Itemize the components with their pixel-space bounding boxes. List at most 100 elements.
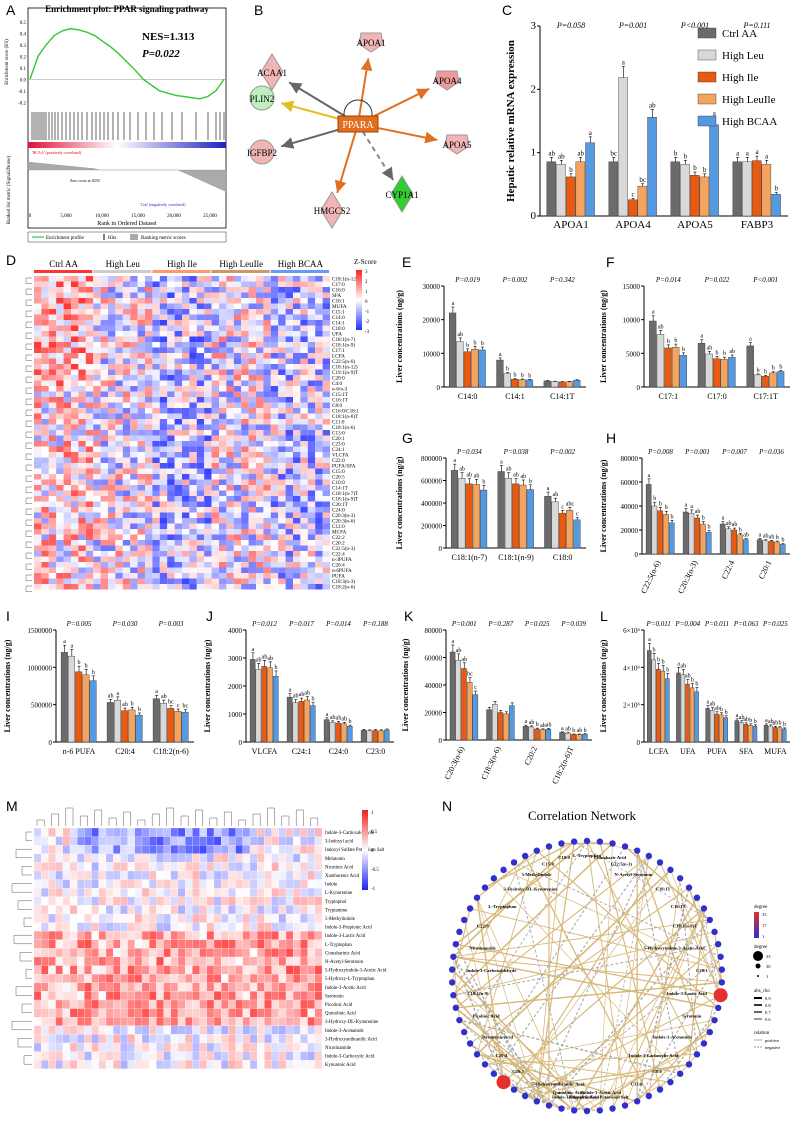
heatmap-cell <box>235 853 243 863</box>
heatmap-cell <box>300 922 308 932</box>
heatmap-cell <box>211 292 219 298</box>
significance-letter: a <box>765 718 768 724</box>
p-value: P=0.036 <box>758 448 784 456</box>
heatmap-cell <box>120 931 128 940</box>
heatmap-cell <box>248 523 256 529</box>
row-label: 5-Hydroxy-L-Tryptophan <box>325 977 375 982</box>
network-edge <box>536 956 721 1102</box>
heatmap-cell <box>48 913 56 923</box>
heatmap-cell <box>270 303 279 309</box>
heatmap-cell <box>48 862 56 872</box>
heatmap-cell <box>278 314 286 320</box>
heatmap-cell <box>278 965 287 975</box>
heatmap-cell <box>263 358 271 364</box>
row-label: C14:1T <box>332 486 349 492</box>
row-label: C20:1T <box>332 502 349 508</box>
heatmap-cell <box>127 999 135 1009</box>
bar <box>779 544 786 555</box>
heatmap-cell <box>285 281 293 287</box>
heatmap-cell <box>307 540 316 546</box>
heatmap-cell <box>167 408 175 414</box>
row-label: Indole <box>325 883 337 888</box>
node-label: Indole-3-Carboxylic Acid <box>629 1053 679 1058</box>
heatmap-cell <box>71 402 79 408</box>
heatmap-cell <box>48 974 56 983</box>
heatmap-cell <box>41 358 49 364</box>
heatmap-cell <box>33 870 42 880</box>
heatmap-cell <box>33 827 42 837</box>
heatmap-cell <box>264 827 272 837</box>
network-node <box>656 859 664 866</box>
heatmap-cell <box>233 463 242 469</box>
heatmap-cell <box>199 1060 207 1069</box>
heatmap-cell <box>314 836 323 846</box>
dendrogram-branch <box>23 917 32 927</box>
heatmap-cell <box>270 391 279 397</box>
heatmap-cell <box>122 292 131 298</box>
heatmap-cell <box>141 845 150 854</box>
heatmap-cell <box>300 424 308 430</box>
heatmap-cell <box>270 402 279 408</box>
heatmap-cell <box>235 896 243 906</box>
heatmap-cell <box>113 862 121 872</box>
heatmap-cell <box>285 540 293 546</box>
heatmap-cell <box>78 298 86 304</box>
heatmap-cell <box>115 380 123 386</box>
bar <box>450 470 459 549</box>
heatmap-cell <box>226 364 234 370</box>
heatmap-cell <box>256 430 264 436</box>
heatmap-cell <box>34 441 42 447</box>
heatmap-cell <box>182 567 190 573</box>
significance-letter: b <box>772 366 775 372</box>
heatmap-cell <box>219 413 227 419</box>
heatmap-cell <box>84 991 92 1001</box>
heatmap-cell <box>115 457 123 463</box>
heatmap-cell <box>62 1034 71 1044</box>
heatmap-cell <box>241 540 249 546</box>
heatmap-cell <box>77 1025 85 1035</box>
heatmap-cell <box>130 325 138 331</box>
heatmap-cell <box>77 1008 85 1018</box>
heatmap-cell <box>228 888 236 897</box>
heatmap-cell <box>182 364 190 370</box>
heatmap-cell <box>285 507 293 513</box>
heatmap-cell <box>48 496 57 502</box>
heatmap-cell <box>278 999 287 1009</box>
heatmap-cell <box>241 529 249 535</box>
heatmap-cell <box>56 336 64 342</box>
heatmap-cell <box>85 435 94 441</box>
heatmap-cell <box>182 435 190 441</box>
bar <box>651 505 658 555</box>
y-tick-label: 20000 <box>621 527 639 535</box>
heatmap-cell <box>263 578 271 584</box>
heatmap-cell <box>113 931 121 940</box>
heatmap-cell <box>71 441 79 447</box>
heatmap-cell <box>170 1017 179 1026</box>
heatmap-cell <box>204 490 212 496</box>
y-tick-label: 40000 <box>425 682 443 690</box>
heatmap-cell <box>130 468 138 474</box>
heatmap-cell <box>278 347 286 353</box>
heatmap-cell <box>278 331 286 337</box>
heatmap-cell <box>248 309 256 315</box>
heatmap-cell <box>93 512 101 518</box>
heatmap-cell <box>233 342 242 348</box>
heatmap-cell <box>322 353 330 359</box>
bar <box>449 312 457 388</box>
heatmap-cell <box>115 364 123 370</box>
heatmap-cell <box>189 496 197 502</box>
heatmap-cell <box>62 982 71 992</box>
heatmap-cell <box>122 287 131 293</box>
heatmap-cell <box>315 485 323 491</box>
heatmap-cell <box>63 391 71 397</box>
heatmap-cell <box>105 896 114 906</box>
heatmap-cell <box>85 424 94 430</box>
heatmap-cell <box>41 490 49 496</box>
heatmap-cell <box>63 375 71 381</box>
heatmap-cell <box>167 463 175 469</box>
heatmap-cell <box>78 386 86 392</box>
network-edge <box>659 862 722 996</box>
heatmap-cell <box>270 336 279 342</box>
scale-tick: 0.5 <box>371 830 378 835</box>
